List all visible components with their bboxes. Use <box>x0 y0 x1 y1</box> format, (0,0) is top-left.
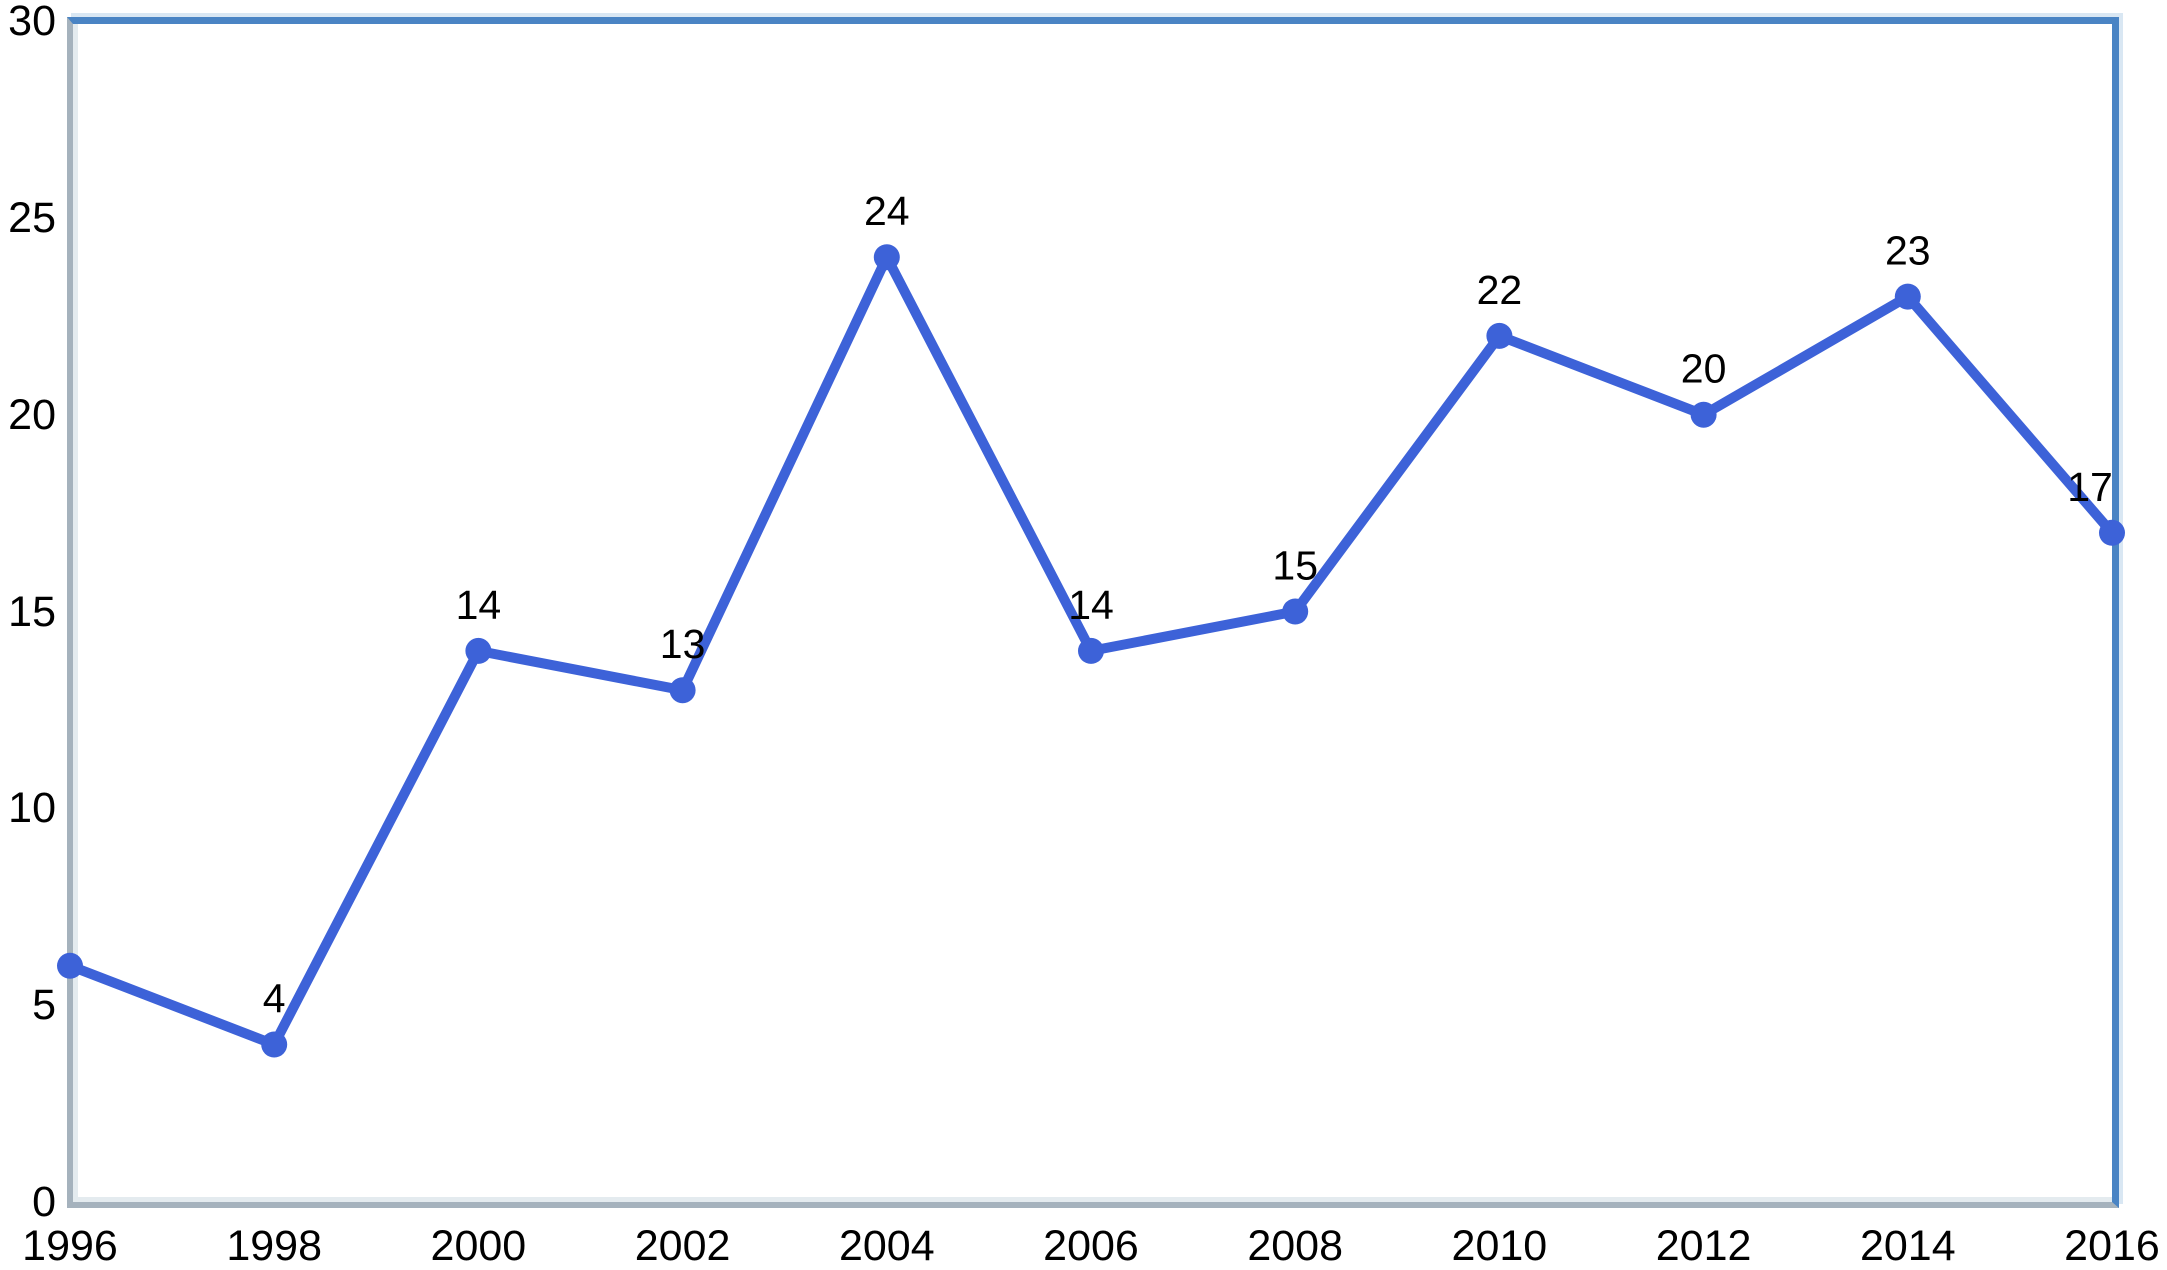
y-tick-label: 25 <box>8 193 56 242</box>
data-point-label: 20 <box>1681 346 1727 392</box>
x-tick-label: 2002 <box>634 1222 731 1270</box>
data-point-label: 15 <box>1272 543 1318 589</box>
data-point-label: 23 <box>1885 228 1931 274</box>
plot-area <box>67 17 2119 1208</box>
data-point-label: 24 <box>864 188 910 234</box>
x-tick-label: 2006 <box>1043 1222 1139 1270</box>
x-tick-label: 2016 <box>2064 1222 2160 1270</box>
x-tick-label: 2010 <box>1451 1222 1548 1270</box>
data-point-marker <box>57 952 83 979</box>
x-tick-label: 2012 <box>1655 1222 1752 1270</box>
data-point-marker <box>2099 519 2125 546</box>
x-tick-label: 2004 <box>838 1222 935 1270</box>
data-point-label: 17 <box>2067 464 2113 510</box>
data-point-marker <box>1690 401 1717 428</box>
data-point-marker <box>669 677 696 704</box>
x-tick-label: 1998 <box>226 1222 323 1270</box>
x-tick-label: 1996 <box>22 1222 118 1270</box>
data-point-marker <box>1486 322 1513 349</box>
y-tick-label: 20 <box>8 390 56 439</box>
data-point-marker <box>1282 598 1309 625</box>
y-tick-label: 15 <box>8 587 56 636</box>
data-point-label: 4 <box>263 976 286 1022</box>
y-tick-label: 0 <box>32 1178 56 1226</box>
y-tick-label: 30 <box>8 0 56 45</box>
data-point-marker <box>261 1031 288 1058</box>
y-tick-label: 5 <box>32 981 56 1030</box>
data-point-label: 14 <box>1068 582 1114 628</box>
data-point-label: 22 <box>1477 267 1523 313</box>
data-point-marker <box>1078 637 1104 664</box>
x-tick-label: 2014 <box>1859 1222 1956 1270</box>
data-point-marker <box>1894 283 1921 310</box>
data-point-marker <box>873 244 900 271</box>
x-tick-label: 2008 <box>1247 1222 1344 1270</box>
data-point-label: 13 <box>660 621 706 667</box>
data-point-label: 14 <box>456 582 502 628</box>
x-tick-label: 2000 <box>430 1222 527 1270</box>
data-point-marker <box>465 637 492 664</box>
y-tick-label: 10 <box>8 784 56 833</box>
